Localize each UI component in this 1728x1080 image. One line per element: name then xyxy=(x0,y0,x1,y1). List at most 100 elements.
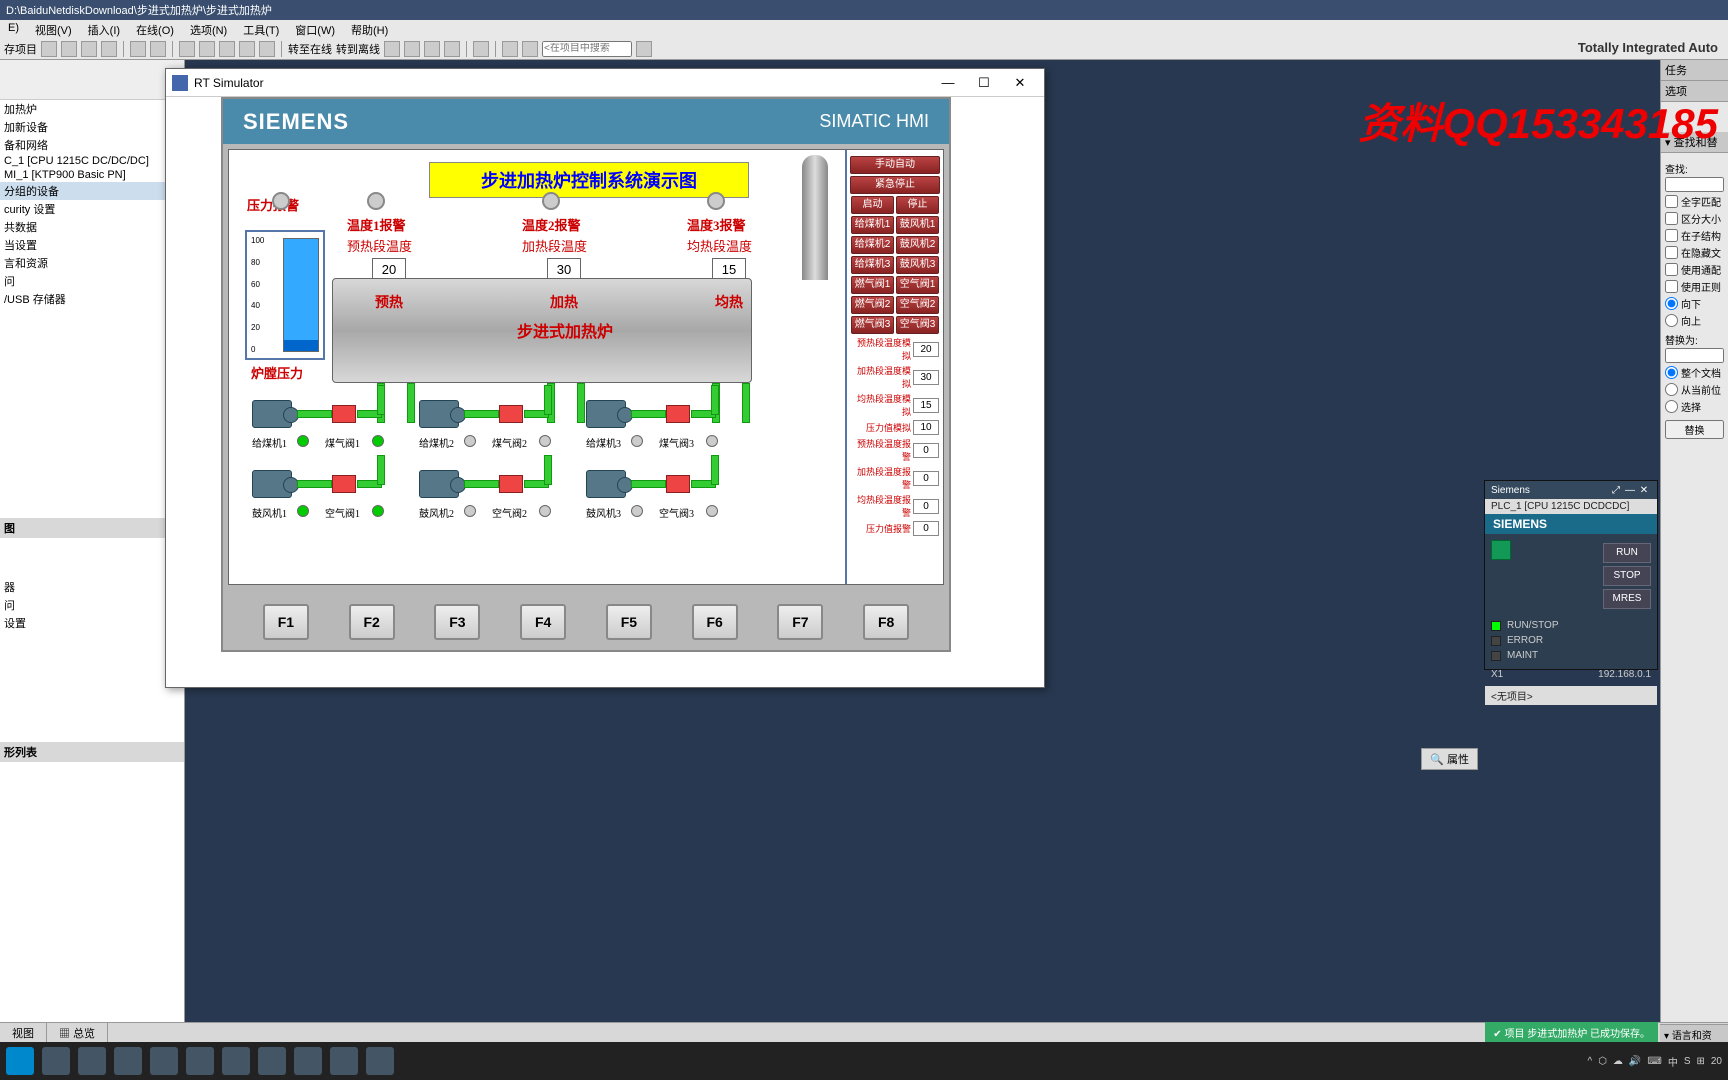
find-input[interactable] xyxy=(1665,177,1724,192)
overview-tab[interactable]: ▦ 总览 xyxy=(47,1023,108,1043)
whole-word-checkbox[interactable]: 全字匹配 xyxy=(1665,194,1724,209)
plc-minimize-icon[interactable]: — xyxy=(1623,485,1637,496)
go-online-button[interactable]: 转至在线 xyxy=(288,41,332,57)
regex-checkbox[interactable]: 使用正则 xyxy=(1665,279,1724,294)
sim-value-input[interactable] xyxy=(913,398,939,413)
f4-key[interactable]: F4 xyxy=(520,604,566,640)
tree-section[interactable]: 形列表 xyxy=(0,742,184,762)
device-button[interactable]: 空气阀2 xyxy=(896,296,939,314)
tree-item[interactable]: 言和资源 xyxy=(0,254,184,272)
options-tab[interactable]: 选项 xyxy=(1661,81,1728,102)
tasks-tab[interactable]: 任务 xyxy=(1661,60,1728,81)
tree-item[interactable]: 当设置 xyxy=(0,236,184,254)
toolbar-icon[interactable] xyxy=(259,41,275,57)
plc-close-icon[interactable]: ✕ xyxy=(1637,485,1651,496)
sim-value-input[interactable] xyxy=(913,370,939,385)
sim-value-input[interactable] xyxy=(913,342,939,357)
wincc-rt-icon[interactable] xyxy=(366,1047,394,1075)
redo-icon[interactable] xyxy=(150,41,166,57)
device-button[interactable]: 燃气阀2 xyxy=(851,296,894,314)
device-button[interactable]: 燃气阀3 xyxy=(851,316,894,334)
tia-icon[interactable] xyxy=(150,1047,178,1075)
replace-input[interactable] xyxy=(1665,348,1724,363)
sim-value-input[interactable] xyxy=(913,499,939,514)
substructure-checkbox[interactable]: 在子结构 xyxy=(1665,228,1724,243)
device-button[interactable]: 给煤机2 xyxy=(851,236,894,254)
device-button[interactable]: 给煤机1 xyxy=(851,216,894,234)
toolbar-icon[interactable] xyxy=(502,41,518,57)
tree-item[interactable]: curity 设置 xyxy=(0,200,184,218)
project-search-input[interactable] xyxy=(542,41,632,57)
system-tray[interactable]: ^⬡☁🔊⌨中S⊞20 xyxy=(1587,1054,1722,1069)
sim-value-input[interactable] xyxy=(913,471,939,486)
cut-icon[interactable] xyxy=(61,41,77,57)
maximize-button[interactable]: ☐ xyxy=(966,72,1002,94)
menu-item[interactable]: 插入(I) xyxy=(80,20,128,38)
search-icon[interactable] xyxy=(636,41,652,57)
tree-item[interactable]: 加热炉 xyxy=(0,100,184,118)
close-button[interactable]: ✕ xyxy=(1002,72,1038,94)
device-button[interactable]: 空气阀3 xyxy=(896,316,939,334)
properties-tab[interactable]: 🔍 属性 xyxy=(1421,748,1478,770)
tree-item[interactable]: 共数据 xyxy=(0,218,184,236)
globe-icon[interactable] xyxy=(294,1047,322,1075)
toolbar-icon[interactable] xyxy=(444,41,460,57)
plc-expand-icon[interactable]: ⤢ xyxy=(1609,485,1623,496)
plc-power-icon[interactable] xyxy=(1491,540,1511,560)
replace-button[interactable]: 替换 xyxy=(1665,420,1724,439)
rtsim-titlebar[interactable]: RT Simulator — ☐ ✕ xyxy=(166,69,1044,97)
menu-item[interactable]: E) xyxy=(0,20,27,38)
down-radio[interactable]: 向下 xyxy=(1665,296,1724,311)
f6-key[interactable]: F6 xyxy=(692,604,738,640)
tree-item[interactable]: 加新设备 xyxy=(0,118,184,136)
frompos-radio[interactable]: 从当前位 xyxy=(1665,382,1724,397)
paste-icon[interactable] xyxy=(101,41,117,57)
language-section[interactable]: ▾ 语言和资 xyxy=(1660,1024,1728,1042)
view-tab[interactable]: 视图 xyxy=(0,1023,47,1043)
plc-stop-button[interactable]: STOP xyxy=(1603,566,1651,586)
undo-icon[interactable] xyxy=(130,41,146,57)
toolbar-icon[interactable] xyxy=(199,41,215,57)
tree-item[interactable]: /USB 存储器 xyxy=(0,290,184,308)
plcsim-icon[interactable] xyxy=(330,1047,358,1075)
menu-item[interactable]: 视图(V) xyxy=(27,20,80,38)
minimize-button[interactable]: — xyxy=(930,72,966,94)
device-button[interactable]: 空气阀1 xyxy=(896,276,939,294)
go-offline-button[interactable]: 转到离线 xyxy=(336,41,380,57)
copy-icon[interactable] xyxy=(81,41,97,57)
device-button[interactable]: 给煤机3 xyxy=(851,256,894,274)
case-checkbox[interactable]: 区分大小 xyxy=(1665,211,1724,226)
f2-key[interactable]: F2 xyxy=(349,604,395,640)
estop-button[interactable]: 紧急停止 xyxy=(850,176,940,194)
toolbar-icon[interactable] xyxy=(179,41,195,57)
plc-titlebar[interactable]: Siemens ⤢ — ✕ xyxy=(1485,481,1657,499)
device-button[interactable]: 燃气阀1 xyxy=(851,276,894,294)
tree-item[interactable]: 问 xyxy=(0,596,184,614)
tree-item[interactable]: MI_1 [KTP900 Basic PN] xyxy=(0,168,184,182)
wildcard-checkbox[interactable]: 使用通配 xyxy=(1665,262,1724,277)
sim-value-input[interactable] xyxy=(913,521,939,536)
selection-radio[interactable]: 选择 xyxy=(1665,399,1724,414)
tree-item[interactable]: 问 xyxy=(0,272,184,290)
tree-item[interactable]: C_1 [CPU 1215C DC/DC/DC] xyxy=(0,154,184,168)
toolbar-icon[interactable] xyxy=(219,41,235,57)
f7-key[interactable]: F7 xyxy=(777,604,823,640)
start-button[interactable]: 启动 xyxy=(851,196,894,214)
tree-item[interactable]: 备和网络 xyxy=(0,136,184,154)
tree-item-selected[interactable]: 分组的设备 xyxy=(0,182,184,200)
toolbar-icon[interactable] xyxy=(522,41,538,57)
toolbar-icon[interactable] xyxy=(384,41,400,57)
plc-mres-button[interactable]: MRES xyxy=(1603,589,1651,609)
save-button[interactable]: 存项目 xyxy=(4,41,37,57)
device-button[interactable]: 鼓风机3 xyxy=(896,256,939,274)
calc-icon[interactable] xyxy=(258,1047,286,1075)
toolbar-icon[interactable] xyxy=(41,41,57,57)
device-button[interactable]: 鼓风机2 xyxy=(896,236,939,254)
f5-key[interactable]: F5 xyxy=(606,604,652,640)
stop-button[interactable]: 停止 xyxy=(896,196,939,214)
start-button[interactable] xyxy=(6,1047,34,1075)
menu-item[interactable]: 工具(T) xyxy=(235,20,287,38)
mail-icon[interactable] xyxy=(114,1047,142,1075)
edge-icon[interactable] xyxy=(42,1047,70,1075)
toolbar-icon[interactable] xyxy=(424,41,440,57)
